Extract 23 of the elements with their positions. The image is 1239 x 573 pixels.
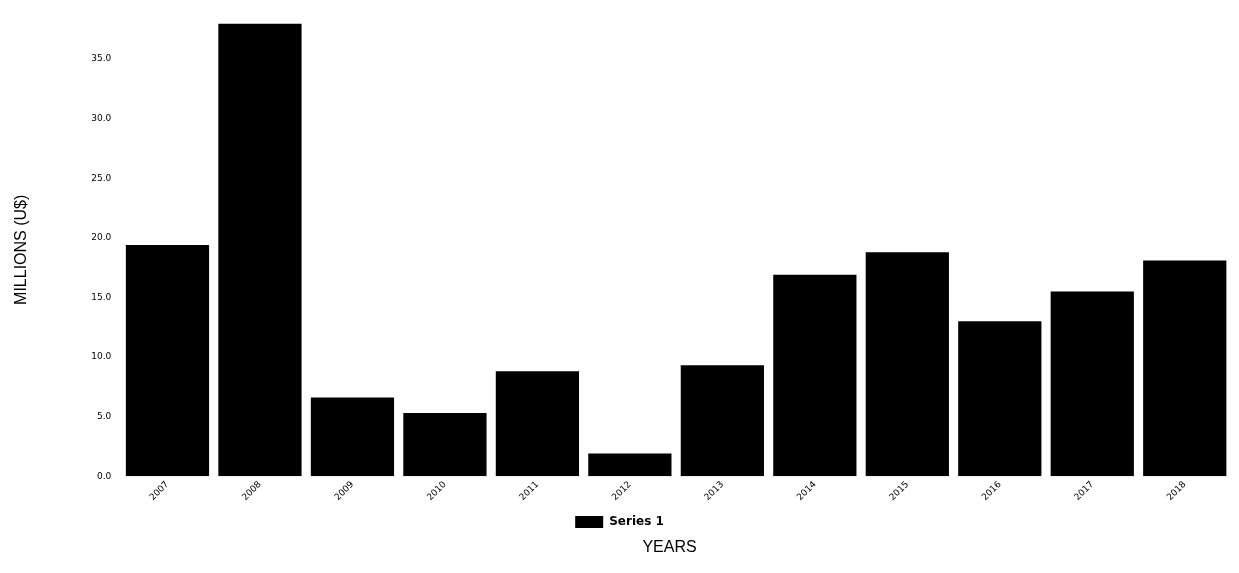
y-axis-title: MILLIONS (U$) xyxy=(12,194,30,305)
bar xyxy=(1050,291,1134,477)
y-tick-label: 15.0 xyxy=(91,291,112,302)
bar xyxy=(865,252,949,477)
bar xyxy=(495,371,580,477)
bar xyxy=(310,397,395,477)
y-tick-label: 0.0 xyxy=(96,470,112,481)
bar xyxy=(1143,260,1227,477)
y-tick-label: 25.0 xyxy=(91,172,112,183)
legend-label: Series 1 xyxy=(609,514,664,529)
y-tick-label: 30.0 xyxy=(91,113,112,124)
y-tick-label: 10.0 xyxy=(91,351,112,362)
bar xyxy=(680,365,764,477)
y-tick-label: 20.0 xyxy=(91,232,112,243)
bar xyxy=(588,453,672,477)
bar xyxy=(125,245,210,477)
y-tick-label: 35.0 xyxy=(91,53,112,64)
bar xyxy=(773,274,857,477)
bar xyxy=(958,321,1042,477)
y-tick-label: 5.0 xyxy=(96,410,112,421)
bar xyxy=(218,23,302,477)
x-axis-title: YEARS xyxy=(641,538,698,556)
bar xyxy=(403,413,487,477)
